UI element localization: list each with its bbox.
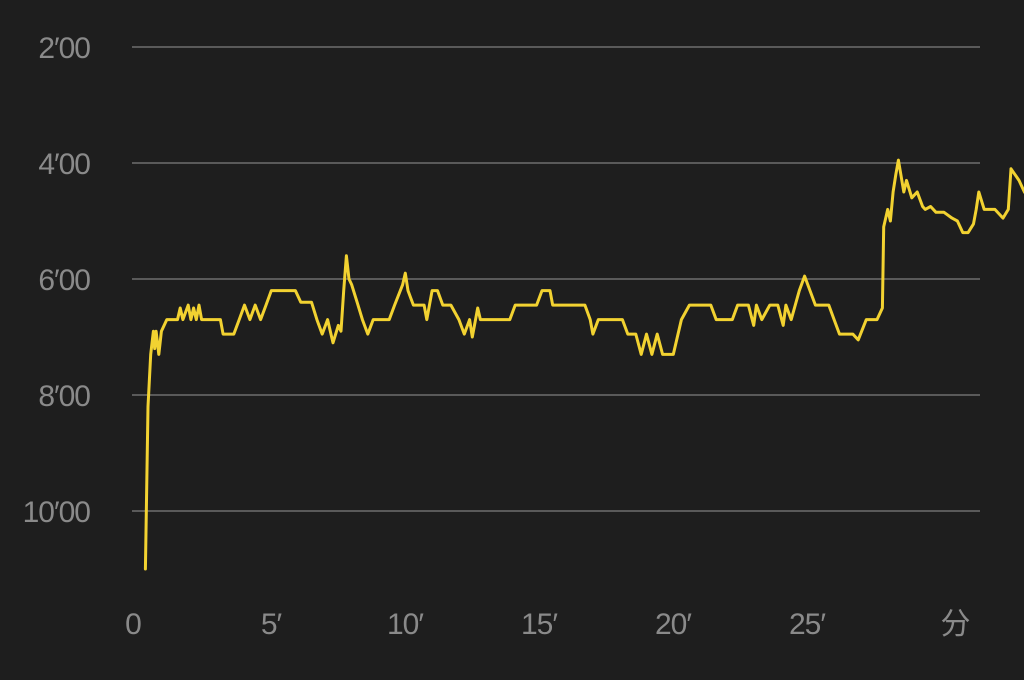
x-unit-label: 分 (941, 608, 970, 641)
y-tick-label: 6′00 (38, 264, 90, 297)
grid-lines (132, 46, 980, 512)
y-tick-label: 4′00 (38, 148, 90, 181)
series-layer (143, 158, 1024, 571)
y-axis-ticks: 2′00 4′00 6′00 8′00 10′00 (23, 32, 92, 529)
y-tick-label: 10′00 (23, 496, 91, 529)
x-tick-label: 25′ (789, 608, 826, 641)
x-axis-ticks: 0 5′ 10′ 15′ 20′ 25′ 分 (125, 608, 970, 641)
x-tick-label: 0 (125, 608, 141, 641)
y-tick-label: 8′00 (38, 380, 90, 413)
x-tick-label: 15′ (521, 608, 558, 641)
x-tick-label: 10′ (387, 608, 424, 641)
y-tick-label: 2′00 (38, 32, 90, 65)
x-tick-label: 5′ (261, 608, 283, 641)
x-tick-label: 20′ (655, 608, 692, 641)
series-line-0 (143, 158, 1024, 571)
